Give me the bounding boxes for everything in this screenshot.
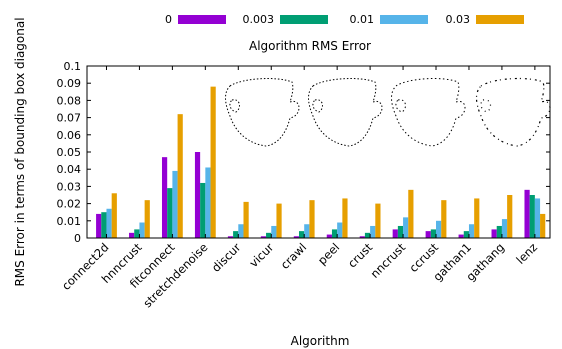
bar — [458, 234, 464, 238]
bar — [309, 200, 315, 238]
bar — [167, 188, 173, 238]
x-tick-label: crawl — [278, 240, 310, 272]
y-tick-label: 0.07 — [57, 112, 82, 125]
bar — [134, 229, 140, 238]
bar — [331, 229, 338, 238]
y-tick-label: 0.01 — [57, 215, 82, 228]
bar — [491, 229, 497, 238]
bar — [408, 189, 414, 238]
x-ticks: connect2dhnncrustfitconnectstretchdenois… — [59, 66, 540, 310]
bar — [496, 225, 502, 238]
bar — [436, 220, 442, 238]
legend-swatch — [380, 15, 428, 24]
bar — [375, 203, 381, 238]
bar — [266, 232, 272, 238]
y-tick-label: 0.03 — [57, 180, 82, 193]
bar — [276, 203, 282, 238]
bar — [293, 236, 299, 238]
bar — [129, 232, 135, 238]
bar — [227, 236, 234, 238]
axes — [86, 65, 551, 239]
y-tick-label: 0.05 — [57, 146, 82, 159]
x-tick-label: vicur — [246, 240, 276, 270]
bar — [425, 231, 431, 238]
bar — [144, 200, 150, 238]
bar — [524, 189, 530, 238]
bar — [501, 219, 508, 238]
plot-frame — [86, 65, 551, 239]
bar — [441, 200, 447, 238]
x-tick-label: discur — [209, 240, 244, 275]
x-tick-label: connect2d — [59, 240, 112, 293]
mug-outline-thumbnail — [391, 78, 466, 147]
bar — [139, 222, 145, 238]
x-tick-label: nncrust — [368, 240, 409, 281]
bar — [342, 198, 348, 238]
y-tick-label: 0.02 — [57, 198, 82, 211]
bar — [271, 225, 277, 238]
bar — [172, 170, 178, 238]
legend-swatch — [476, 15, 524, 24]
bar — [364, 232, 371, 238]
legend: 0 0.003 0.01 0.03 — [165, 13, 524, 26]
bar — [298, 231, 305, 238]
bar — [370, 225, 376, 238]
y-axis-label: RMS Error in terms of bounding box diago… — [13, 17, 27, 286]
bar — [238, 224, 244, 238]
legend-label: 0.03 — [446, 13, 471, 26]
bar — [359, 236, 365, 238]
y-tick-label: 0.1 — [64, 60, 82, 73]
legend-label: 0 — [165, 13, 172, 26]
bar — [337, 222, 343, 238]
mug-outline-thumbnail — [225, 78, 300, 147]
bar — [200, 182, 206, 238]
bar — [397, 225, 404, 238]
bar — [326, 234, 332, 238]
legend-swatch — [280, 15, 328, 24]
x-axis-label: Algorithm — [291, 334, 350, 348]
mug-outline-thumbnail — [475, 77, 551, 147]
chart-title: Algorithm RMS Error — [249, 39, 371, 53]
bar — [194, 152, 201, 238]
y-ticks: 0 0.01 0.02 0.03 0.04 0.05 0.06 0.07 0.08 0.09 0.1 — [57, 60, 550, 245]
bar — [304, 224, 310, 238]
bars — [96, 86, 546, 238]
bar — [260, 236, 267, 238]
mug-outline-thumbnail — [308, 78, 383, 147]
bar — [243, 201, 249, 238]
legend-swatch — [178, 15, 226, 24]
y-tick-label: 0.06 — [57, 129, 82, 142]
bar — [96, 213, 102, 238]
y-tick-label: 0.09 — [57, 77, 82, 90]
bar — [106, 208, 112, 238]
bar — [403, 217, 409, 238]
bar — [161, 157, 168, 238]
x-tick-label: crust — [345, 240, 376, 271]
legend-label: 0.01 — [350, 13, 375, 26]
y-tick-label: 0.04 — [57, 163, 82, 176]
x-tick-label: lenz — [513, 240, 540, 267]
bar — [101, 212, 107, 238]
bar — [474, 198, 480, 238]
bar — [468, 224, 475, 238]
y-tick-label: 0 — [74, 232, 81, 245]
x-tick-label: peel — [315, 240, 342, 267]
bar — [540, 213, 546, 238]
bar — [392, 229, 398, 238]
bar — [233, 231, 239, 238]
bar — [430, 229, 437, 238]
bar — [529, 195, 535, 238]
bar — [111, 193, 117, 238]
bar — [177, 114, 183, 238]
outline-thumbnails — [225, 77, 551, 147]
bar — [210, 86, 216, 238]
y-tick-label: 0.08 — [57, 94, 82, 107]
bar — [463, 231, 469, 238]
bar — [507, 195, 513, 238]
legend-label: 0.003 — [243, 13, 275, 26]
bar — [205, 167, 211, 238]
bar — [534, 198, 541, 238]
